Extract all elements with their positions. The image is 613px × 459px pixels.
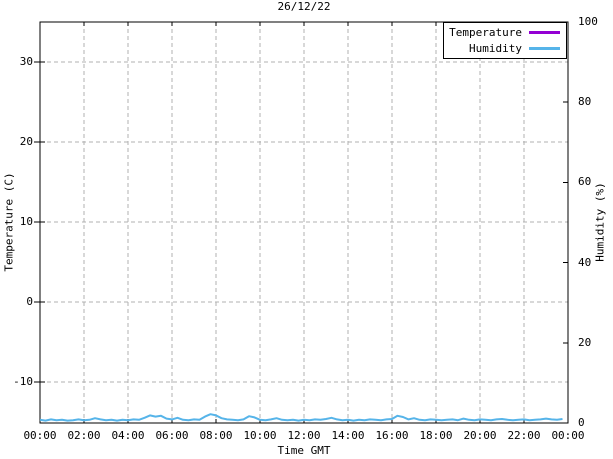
legend-label-humidity: Humidity [469,42,522,55]
x-tick-label: 08:00 [199,429,233,442]
y-left-tick-label: -10 [13,375,33,388]
y-axis-label-temperature: Temperature (C) [2,172,16,272]
legend-label-temperature: Temperature [449,26,522,39]
x-tick-label: 20:00 [463,429,497,442]
y-right-tick-label: 20 [578,335,592,349]
x-tick-label: 00:00 [551,429,585,442]
x-tick-label: 22:00 [507,429,541,442]
legend-entry-temperature: Temperature [444,26,560,40]
x-tick-label: 16:00 [375,429,409,442]
legend-line-sample-humidity [529,47,560,50]
x-tick-label: 02:00 [67,429,101,442]
y-axis-label-humidity: Humidity (%) [593,182,607,262]
legend-entry-humidity: Humidity [444,42,560,56]
y-right-tick-label: 80 [578,95,592,109]
legend-line-sample-temperature [529,31,560,34]
legend-box: Temperature Humidity [443,22,567,59]
y-left-tick-label: 0 [26,295,33,308]
x-tick-label: 06:00 [155,429,189,442]
x-tick-label: 04:00 [111,429,145,442]
y-right-tick-label: 100 [578,15,598,28]
y-right-tick-label: 40 [578,255,592,269]
x-tick-label: 10:00 [243,429,277,442]
y-left-tick-label: 10 [19,215,33,228]
x-axis-label: Time GMT [277,444,331,457]
y-left-tick-label: 20 [19,135,33,148]
y-right-tick-label: 60 [578,175,592,189]
x-tick-label: 14:00 [331,429,365,442]
y-left-tick-label: 30 [19,55,33,68]
x-tick-label: 00:00 [23,429,57,442]
y-right-tick-label: 0 [578,416,585,429]
chart-title: 26/12/22 [277,0,331,13]
x-tick-label: 18:00 [419,429,453,442]
x-tick-label: 12:00 [287,429,321,442]
